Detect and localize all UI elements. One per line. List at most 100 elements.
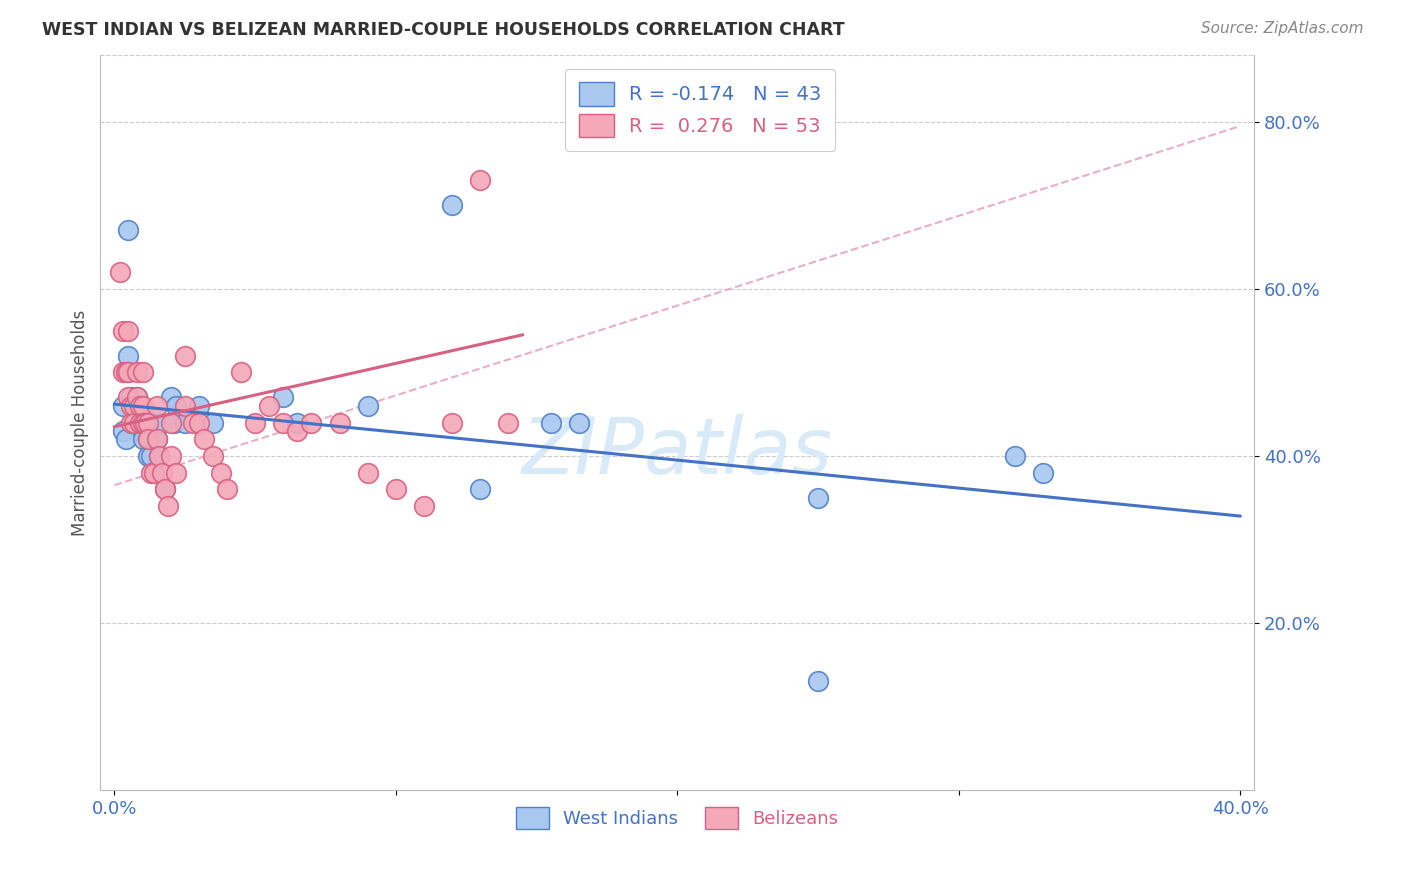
Point [1032,466,1054,480]
Point [131,399,153,413]
Point [134,416,156,430]
Point [122,416,145,430]
Point [173,399,195,413]
Point [470,483,492,497]
Point [136,432,159,446]
Point [357,466,380,480]
Point [243,416,266,430]
Point [299,416,322,430]
Point [120,399,142,413]
Point [120,391,142,405]
Point [181,416,204,430]
Point [187,416,209,430]
Point [540,416,562,430]
Y-axis label: Married-couple Households: Married-couple Households [72,310,89,536]
Point [120,416,142,430]
Point [285,416,308,430]
Point [153,483,176,497]
Point [117,391,139,405]
Point [413,499,436,513]
Point [215,483,238,497]
Point [114,432,136,446]
Point [159,449,181,463]
Point [807,674,830,689]
Point [145,432,167,446]
Point [150,466,173,480]
Point [257,399,280,413]
Point [209,466,232,480]
Point [285,424,308,438]
Point [128,399,150,413]
Point [159,391,181,405]
Point [201,449,224,463]
Point [117,366,139,380]
Point [111,324,134,338]
Point [173,349,195,363]
Point [385,483,408,497]
Point [128,416,150,430]
Point [117,324,139,338]
Point [131,407,153,421]
Point [122,399,145,413]
Point [568,416,591,430]
Point [128,407,150,421]
Point [111,399,134,413]
Point [111,424,134,438]
Point [139,466,162,480]
Point [159,416,181,430]
Point [117,366,139,380]
Point [357,399,380,413]
Point [122,416,145,430]
Point [131,432,153,446]
Point [111,366,134,380]
Point [441,198,464,212]
Point [148,449,170,463]
Point [136,449,159,463]
Point [150,416,173,430]
Legend: West Indians, Belizeans: West Indians, Belizeans [509,799,845,836]
Point [193,432,215,446]
Point [142,466,165,480]
Point [117,223,139,237]
Point [131,366,153,380]
Text: Source: ZipAtlas.com: Source: ZipAtlas.com [1201,21,1364,36]
Point [145,432,167,446]
Text: WEST INDIAN VS BELIZEAN MARRIED-COUPLE HOUSEHOLDS CORRELATION CHART: WEST INDIAN VS BELIZEAN MARRIED-COUPLE H… [42,21,845,38]
Point [125,391,148,405]
Point [117,349,139,363]
Point [229,366,252,380]
Point [134,416,156,430]
Point [1004,449,1026,463]
Point [173,416,195,430]
Point [145,399,167,413]
Point [136,432,159,446]
Point [125,399,148,413]
Point [148,449,170,463]
Point [139,449,162,463]
Point [162,416,184,430]
Point [114,366,136,380]
Point [187,399,209,413]
Point [328,416,350,430]
Point [108,265,131,279]
Point [271,391,294,405]
Point [165,399,187,413]
Point [153,483,176,497]
Point [807,491,830,505]
Point [498,416,520,430]
Text: ZIPatlas: ZIPatlas [522,414,832,490]
Point [122,399,145,413]
Point [131,416,153,430]
Point [136,416,159,430]
Point [142,466,165,480]
Point [125,391,148,405]
Point [165,466,187,480]
Point [156,499,179,513]
Point [470,173,492,187]
Point [441,416,464,430]
Point [271,416,294,430]
Point [125,366,148,380]
Point [131,424,153,438]
Point [201,416,224,430]
Point [145,416,167,430]
